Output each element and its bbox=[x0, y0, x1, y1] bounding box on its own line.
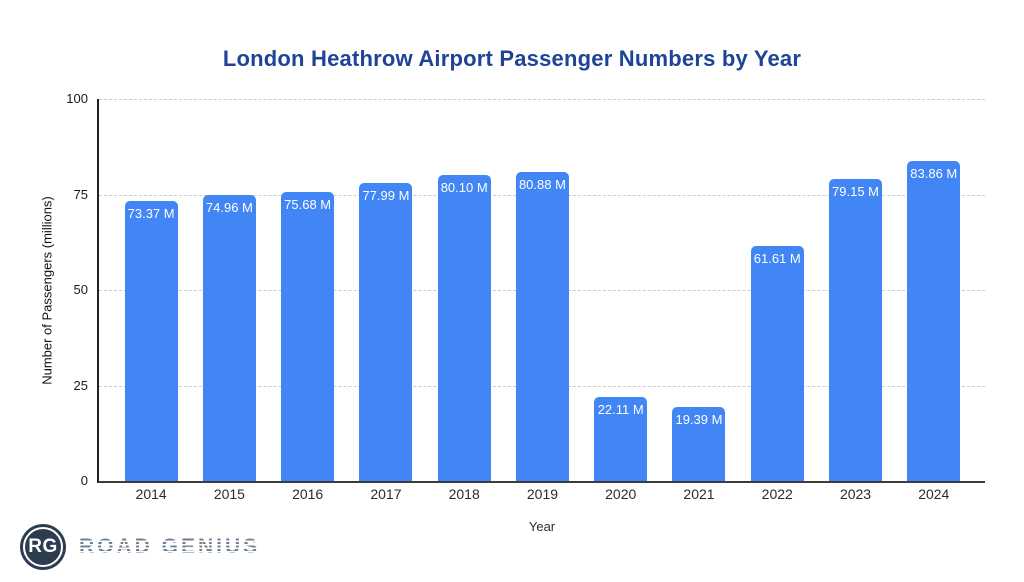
logo-monogram: RG bbox=[28, 536, 58, 557]
x-tick-label: 2019 bbox=[526, 486, 559, 502]
road-genius-logo: RG ROAD GENIUS bbox=[20, 524, 260, 570]
bar-value-label: 80.88 M bbox=[518, 177, 566, 193]
y-tick-label: 75 bbox=[73, 186, 88, 202]
gridline bbox=[99, 99, 985, 100]
logo-ring bbox=[23, 527, 63, 567]
bar-value-label: 75.68 M bbox=[284, 196, 332, 212]
x-axis-tick-labels: 2014 2015 2016 2017 2018 2019 2020 2021 2022 2023… bbox=[99, 486, 985, 502]
bar-2023: 79.15 M bbox=[829, 178, 883, 481]
bar-value-label: 80.10 M bbox=[440, 180, 488, 196]
x-tick-label: 2022 bbox=[761, 486, 793, 502]
x-tick-label: 2014 bbox=[135, 486, 167, 502]
bar-2018: 80.10 M bbox=[437, 175, 491, 481]
bar-slot: 75.68 M bbox=[269, 99, 347, 481]
bar-slot: 73.37 M bbox=[112, 99, 190, 481]
x-tick-label: 2017 bbox=[370, 486, 402, 502]
y-tick-label: 0 bbox=[80, 473, 88, 488]
rg-monogram-icon: RG bbox=[20, 524, 66, 570]
x-tick-label: 2021 bbox=[683, 486, 715, 502]
bar-slot: 80.88 M bbox=[503, 99, 581, 481]
bar-value-label: 83.86 M bbox=[910, 165, 958, 181]
bar-value-label: 77.99 M bbox=[362, 188, 410, 204]
bar-slot: 83.86 M bbox=[895, 99, 973, 481]
bar-slot: 22.11 M bbox=[582, 99, 660, 481]
bar-value-label: 61.61 M bbox=[753, 250, 801, 266]
bar-slot: 77.99 M bbox=[347, 99, 425, 481]
bar-2019: 80.88 M bbox=[515, 172, 569, 481]
x-tick-label: 2015 bbox=[213, 486, 245, 502]
bar-slot: 80.10 M bbox=[425, 99, 503, 481]
bar-2024: 83.86 M bbox=[907, 160, 961, 481]
x-tick-label: 2024 bbox=[918, 486, 950, 502]
bar-2015: 74.96 M bbox=[202, 194, 256, 481]
y-tick-label: 50 bbox=[73, 282, 88, 297]
chart-title: London Heathrow Airport Passenger Number… bbox=[222, 46, 802, 71]
bar-value-label: 79.15 M bbox=[832, 183, 879, 199]
bar-slot: 74.96 M bbox=[190, 99, 268, 481]
x-tick-label: 2018 bbox=[448, 486, 480, 502]
bar-2022: 61.61 M bbox=[750, 245, 804, 481]
bar-2017: 77.99 M bbox=[359, 183, 413, 481]
bar-slot: 79.15 M bbox=[816, 99, 894, 481]
bar-2014: 73.37 M bbox=[124, 200, 178, 481]
bar-value-label: 19.39 M bbox=[675, 411, 723, 427]
y-tick-label: 25 bbox=[73, 377, 88, 393]
bar-value-label: 74.96 M bbox=[205, 199, 253, 215]
bar-value-label: 73.37 M bbox=[127, 205, 175, 221]
bar-series: 73.37 M 74.96 M 75.68 M 77.99 M 80.10 M 80.88… bbox=[99, 99, 985, 481]
bar-slot: 19.39 M bbox=[660, 99, 738, 481]
bar-slot: 61.61 M bbox=[738, 99, 816, 481]
x-tick-label: 2020 bbox=[605, 486, 637, 502]
x-tick-label: 2016 bbox=[292, 486, 324, 502]
plot-area: 73.37 M 74.96 M 75.68 M 77.99 M 80.10 M 80.88… bbox=[97, 99, 985, 483]
bar-2021: 19.39 M bbox=[672, 406, 726, 481]
y-tick-label: 100 bbox=[66, 91, 88, 106]
bar-2016: 75.68 M bbox=[281, 191, 335, 481]
bar-value-label: 22.11 M bbox=[597, 401, 644, 417]
x-tick-label: 2023 bbox=[839, 486, 872, 502]
x-axis-title: Year bbox=[528, 519, 556, 534]
bar-2020: 22.11 M bbox=[594, 396, 648, 481]
logo-text: ROAD GENIUS bbox=[79, 535, 261, 558]
